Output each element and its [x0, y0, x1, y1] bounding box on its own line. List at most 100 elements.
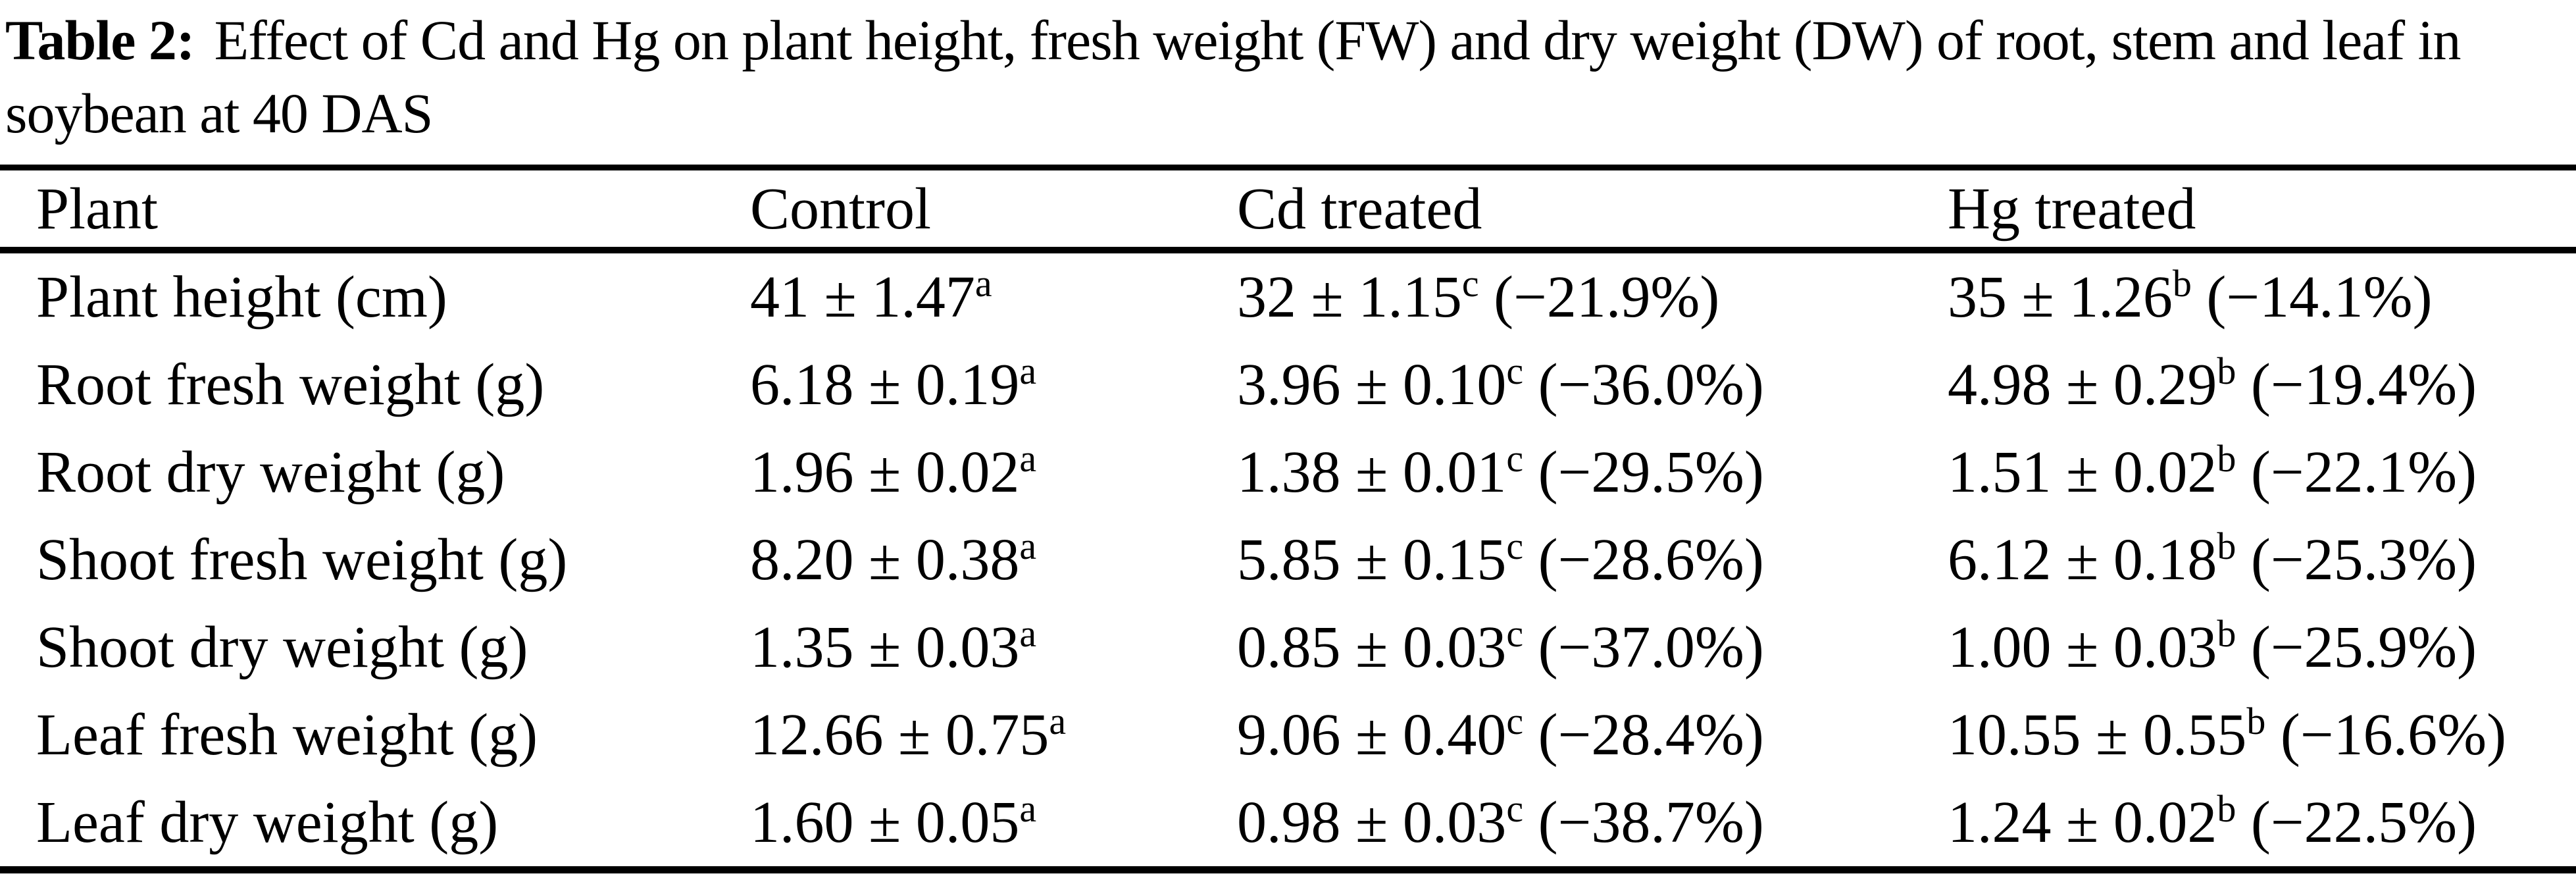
- significance-letter: b: [2217, 787, 2236, 830]
- percent-change: (−22.5%): [2250, 790, 2477, 855]
- control-cell: 1.96 ± 0.02a: [750, 428, 1237, 516]
- percent-change: (−28.6%): [1538, 527, 1764, 592]
- control-cell: 8.20 ± 0.38a: [750, 516, 1237, 604]
- significance-letter: c: [1506, 437, 1524, 480]
- percent-change: (−16.6%): [2280, 702, 2507, 767]
- hg-treated-cell: 35 ± 1.26b (−14.1%): [1948, 250, 2576, 341]
- table-caption: Table 2: Effect of Cd and Hg on plant hei…: [0, 0, 2576, 150]
- results-table: Plant Control Cd treated Hg treated Plan…: [0, 165, 2576, 873]
- cd-treated-cell: 0.98 ± 0.03c (−38.7%): [1237, 779, 1948, 870]
- measurement-value: 32 ± 1.15: [1237, 265, 1462, 330]
- significance-letter: c: [1506, 787, 1524, 830]
- hg-treated-cell: 1.51 ± 0.02b (−22.1%): [1948, 428, 2576, 516]
- header-row: Plant Control Cd treated Hg treated: [0, 167, 2576, 250]
- measurement-value: 8.20 ± 0.38: [750, 527, 1020, 592]
- table-caption-text: Effect of Cd and Hg on plant height, fre…: [5, 9, 2461, 145]
- measurement-value: 5.85 ± 0.15: [1237, 527, 1507, 592]
- hg-treated-cell: 1.00 ± 0.03b (−25.9%): [1948, 604, 2576, 691]
- table-row: Leaf dry weight (g) 1.60 ± 0.05a 0.98 ± …: [0, 779, 2576, 870]
- cd-treated-cell: 0.85 ± 0.03c (−37.0%): [1237, 604, 1948, 691]
- percent-change: (−25.3%): [2250, 527, 2477, 592]
- significance-letter: c: [1506, 525, 1524, 567]
- table-row: Plant height (cm) 41 ± 1.47a 32 ± 1.15c (…: [0, 250, 2576, 341]
- column-header-cd-treated: Cd treated: [1237, 176, 1482, 242]
- percent-change: (−25.9%): [2250, 615, 2477, 680]
- significance-letter: a: [1019, 525, 1037, 567]
- measurement-value: 1.60 ± 0.05: [750, 790, 1020, 855]
- percent-change: (−19.4%): [2250, 352, 2477, 417]
- column-header-control: Control: [750, 176, 932, 242]
- significance-letter: b: [2217, 612, 2236, 655]
- row-label: Shoot dry weight (g): [36, 615, 528, 680]
- significance-letter: b: [2217, 350, 2236, 392]
- measurement-value: 6.18 ± 0.19: [750, 352, 1020, 417]
- significance-letter: b: [2246, 700, 2266, 742]
- measurement-value: 3.96 ± 0.10: [1237, 352, 1507, 417]
- significance-letter: b: [2217, 525, 2236, 567]
- measurement-value: 35 ± 1.26: [1948, 265, 2173, 330]
- measurement-value: 1.51 ± 0.02: [1948, 440, 2217, 505]
- row-label: Shoot fresh weight (g): [36, 527, 568, 592]
- measurement-value: 9.06 ± 0.40: [1237, 702, 1507, 767]
- measurement-value: 1.00 ± 0.03: [1948, 615, 2217, 680]
- percent-change: (−14.1%): [2206, 265, 2433, 330]
- significance-letter: a: [1019, 612, 1037, 655]
- significance-letter: b: [2172, 262, 2192, 305]
- cd-treated-cell: 9.06 ± 0.40c (−28.4%): [1237, 691, 1948, 779]
- table-caption-label: Table 2:: [5, 9, 195, 72]
- cd-treated-cell: 1.38 ± 0.01c (−29.5%): [1237, 428, 1948, 516]
- measurement-value: 6.12 ± 0.18: [1948, 527, 2217, 592]
- row-label: Leaf fresh weight (g): [36, 702, 538, 767]
- row-label: Root fresh weight (g): [36, 352, 545, 417]
- table-row: Leaf fresh weight (g) 12.66 ± 0.75a 9.06…: [0, 691, 2576, 779]
- measurement-value: 4.98 ± 0.29: [1948, 352, 2217, 417]
- table-row: Root fresh weight (g) 6.18 ± 0.19a 3.96 …: [0, 341, 2576, 428]
- control-cell: 1.60 ± 0.05a: [750, 779, 1237, 870]
- percent-change: (−29.5%): [1538, 440, 1764, 505]
- table-row: Shoot fresh weight (g) 8.20 ± 0.38a 5.85…: [0, 516, 2576, 604]
- significance-letter: a: [1019, 437, 1037, 480]
- significance-letter: c: [1461, 262, 1479, 305]
- cd-treated-cell: 32 ± 1.15c (−21.9%): [1237, 250, 1948, 341]
- control-cell: 6.18 ± 0.19a: [750, 341, 1237, 428]
- percent-change: (−28.4%): [1538, 702, 1764, 767]
- control-cell: 12.66 ± 0.75a: [750, 691, 1237, 779]
- control-cell: 41 ± 1.47a: [750, 250, 1237, 341]
- column-header-hg-treated: Hg treated: [1948, 176, 2196, 242]
- measurement-value: 12.66 ± 0.75: [750, 702, 1049, 767]
- percent-change: (−22.1%): [2250, 440, 2477, 505]
- significance-letter: c: [1506, 700, 1524, 742]
- measurement-value: 1.35 ± 0.03: [750, 615, 1020, 680]
- measurement-value: 10.55 ± 0.55: [1948, 702, 2247, 767]
- table-row: Shoot dry weight (g) 1.35 ± 0.03a 0.85 ±…: [0, 604, 2576, 691]
- row-label: Root dry weight (g): [36, 440, 505, 505]
- measurement-value: 0.85 ± 0.03: [1237, 615, 1507, 680]
- measurement-value: 0.98 ± 0.03: [1237, 790, 1507, 855]
- table-row: Root dry weight (g) 1.96 ± 0.02a 1.38 ± …: [0, 428, 2576, 516]
- percent-change: (−37.0%): [1538, 615, 1764, 680]
- significance-letter: a: [1019, 787, 1037, 830]
- percent-change: (−38.7%): [1538, 790, 1764, 855]
- row-label: Leaf dry weight (g): [36, 790, 499, 855]
- measurement-value: 1.38 ± 0.01: [1237, 440, 1507, 505]
- row-label: Plant height (cm): [36, 265, 447, 330]
- hg-treated-cell: 1.24 ± 0.02b (−22.5%): [1948, 779, 2576, 870]
- significance-letter: a: [974, 262, 992, 305]
- hg-treated-cell: 10.55 ± 0.55b (−16.6%): [1948, 691, 2576, 779]
- significance-letter: a: [1019, 350, 1037, 392]
- significance-letter: c: [1506, 612, 1524, 655]
- column-header-plant: Plant: [36, 176, 159, 242]
- measurement-value: 1.96 ± 0.02: [750, 440, 1020, 505]
- measurement-value: 41 ± 1.47: [750, 265, 975, 330]
- percent-change: (−36.0%): [1538, 352, 1764, 417]
- hg-treated-cell: 4.98 ± 0.29b (−19.4%): [1948, 341, 2576, 428]
- significance-letter: a: [1049, 700, 1067, 742]
- measurement-value: 1.24 ± 0.02: [1948, 790, 2217, 855]
- percent-change: (−21.9%): [1494, 265, 1720, 330]
- significance-letter: c: [1506, 350, 1524, 392]
- cd-treated-cell: 3.96 ± 0.10c (−36.0%): [1237, 341, 1948, 428]
- cd-treated-cell: 5.85 ± 0.15c (−28.6%): [1237, 516, 1948, 604]
- significance-letter: b: [2217, 437, 2236, 480]
- control-cell: 1.35 ± 0.03a: [750, 604, 1237, 691]
- hg-treated-cell: 6.12 ± 0.18b (−25.3%): [1948, 516, 2576, 604]
